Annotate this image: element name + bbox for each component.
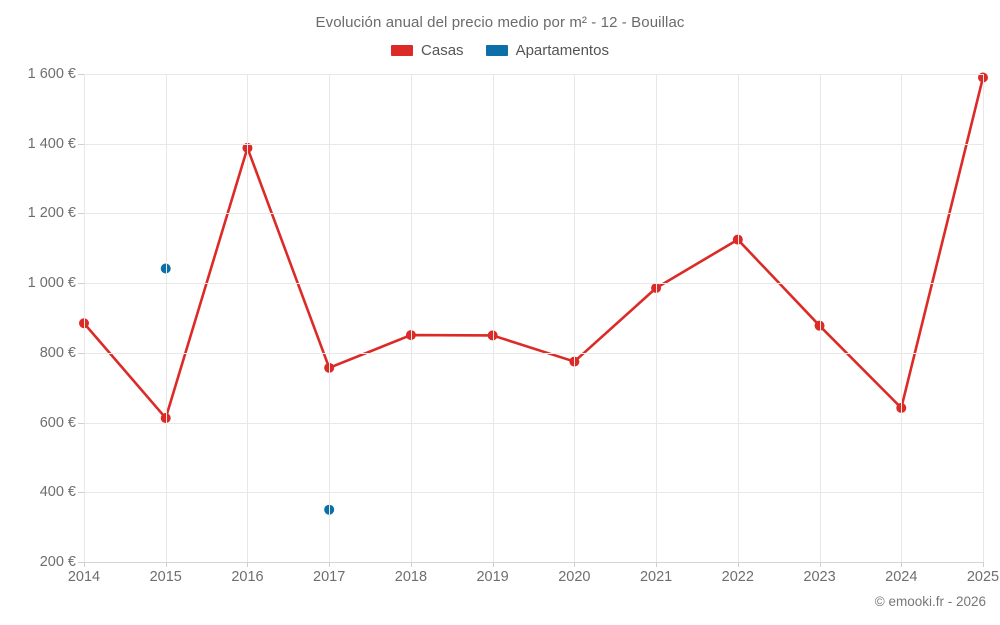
y-axis-tick-label: 1 600 € [27,66,76,82]
x-axis-line [84,562,983,563]
gridline-horizontal [84,492,983,494]
gridline-horizontal [84,283,983,285]
y-axis-tick-label: 400 € [39,484,76,501]
x-axis-tick-label: 2016 [231,569,264,585]
legend-item-apartamentos[interactable]: Apartamentos [485,42,609,59]
y-axis-tickmark [78,213,84,215]
gridline-horizontal [84,143,983,145]
x-axis-tickmark [574,562,576,567]
y-axis-tickmark [78,143,84,145]
legend-swatch-casas [391,45,414,56]
gridline-vertical [410,74,412,562]
gridline-vertical [901,74,903,562]
gridline-vertical [247,74,249,562]
y-axis-tickmark [78,422,84,424]
x-axis-tick-label: 2025 [966,569,1000,585]
x-axis-tickmark [901,562,903,567]
y-axis-tickmark [78,492,84,494]
x-axis-tick-label: 2015 [149,569,182,585]
gridline-horizontal [84,422,983,424]
legend-label-apartamentos: Apartamentos [515,42,609,59]
x-axis-tickmark [247,562,249,567]
gridline-vertical [84,74,85,562]
footer-credit: © emooki.fr - 2026 [874,594,986,609]
gridline-vertical [492,74,494,562]
x-axis-tick-label: 2014 [67,569,101,585]
x-axis-tickmark [656,562,658,567]
chart-title: Evolución anual del precio medio por m² … [315,14,685,31]
x-axis-tickmark [492,562,494,567]
gridline-vertical [737,74,739,562]
x-axis-tickmark [84,562,85,567]
x-axis-tickmark [819,562,821,567]
y-axis-tick-labels: 200 € 400 € 600 € 800 € 1 000 € 1 200 € 1 400 … [0,0,76,625]
legend-item-casas[interactable]: Casas [391,42,464,59]
legend-swatch-apartamentos [485,45,508,56]
x-axis-tick-label: 2021 [639,569,673,585]
y-axis-tickmark [78,74,84,75]
y-axis-tick-label: 200 € [39,554,76,570]
y-axis-tickmark [78,283,84,285]
series-layer [79,72,988,515]
legend-label-casas: Casas [421,42,464,59]
y-axis-tickmark [78,562,84,563]
gridline-vertical [656,74,658,562]
gridline-horizontal [84,213,983,215]
x-axis-tick-label: 2024 [885,569,918,585]
x-axis-tick-label: 2017 [313,569,346,585]
gridline-vertical [329,74,331,562]
gridline-vertical [819,74,821,562]
x-axis-tickmark [410,562,412,567]
chart-legend: Casas Apartamentos [0,42,1000,59]
gridline-vertical [983,74,984,562]
gridline-vertical [574,74,576,562]
gridline-vertical [165,74,167,562]
y-axis-tick-label: 1 200 € [27,205,76,222]
gridline-horizontal [84,74,983,75]
x-axis-tick-label: 2023 [803,569,836,585]
gridline-horizontal [84,352,983,354]
y-axis-tick-label: 1 000 € [27,275,76,292]
x-axis-tick-label: 2020 [558,569,591,585]
series-line-casas [82,76,985,420]
y-axis-tickmark [78,352,84,354]
x-axis-tickmark [737,562,739,567]
y-axis-tick-label: 1 400 € [27,135,76,152]
x-axis-tick-label: 2018 [394,569,428,585]
x-axis-tickmark [329,562,331,567]
x-axis-tick-label: 2022 [721,569,754,585]
x-axis-tick-label: 2019 [476,569,509,585]
x-axis-tickmark [983,562,984,567]
plot-area [79,72,988,563]
y-axis-tick-label: 600 € [39,414,76,431]
y-axis-tick-label: 800 € [39,344,76,361]
x-axis-tickmark [165,562,167,567]
